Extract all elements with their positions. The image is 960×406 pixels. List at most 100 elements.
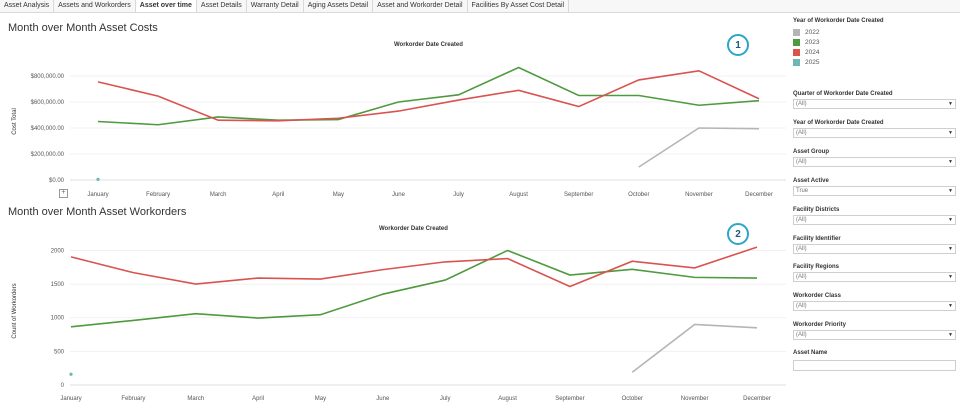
series-line-2023[interactable] (97, 66, 760, 126)
tab-asset-over-time[interactable]: Asset over time (135, 0, 197, 12)
filter-dropdown-facility-regions[interactable]: (All) ▼ (793, 272, 956, 283)
chevron-down-icon: ▼ (948, 332, 953, 339)
x-tick-label: February (121, 396, 145, 402)
y-tick-label: 1500 (51, 282, 65, 288)
filter-dropdown-facility-identifier[interactable]: (All) ▼ (793, 243, 956, 254)
chevron-down-icon: ▼ (948, 101, 953, 107)
x-tick-label: October (628, 192, 649, 198)
y-tick-label: $200,000.00 (31, 152, 65, 158)
series-line-2023[interactable] (70, 249, 758, 328)
tab-assets-and-workorders[interactable]: Assets and Workorders (54, 0, 136, 12)
legend-item-2022[interactable]: 2022 (793, 29, 819, 36)
expand-icon[interactable]: + (59, 189, 68, 198)
legend-label: 2025 (805, 59, 820, 66)
chevron-down-icon: ▼ (948, 245, 953, 252)
filter-value: (All) (796, 274, 807, 281)
x-tick-label: September (555, 396, 584, 402)
legend-swatch (793, 29, 800, 36)
filter-label-facility-identifier: Facility Identifier (793, 235, 841, 242)
filter-value: (All) (796, 216, 807, 223)
dashboard-tab-bar: Asset Analysis Assets and Workorders Asset… (0, 0, 960, 13)
tab-warranty-detail[interactable]: Warranty Detail (247, 0, 304, 12)
filter-label-workorder-class: Workorder Class (793, 293, 841, 300)
x-tick-label: December (745, 192, 773, 198)
workorders-line-chart[interactable]: 0 500 1000 1500 2000 Count of Workorders Janua… (0, 234, 790, 406)
filter-dropdown-year-of-workorder-date-created[interactable]: (All) ▼ (793, 127, 956, 138)
filter-label-facility-districts: Facility Districts (793, 206, 840, 213)
x-tick-label: May (315, 396, 326, 402)
x-tick-label: January (60, 396, 81, 402)
tab-asset-analysis[interactable]: Asset Analysis (0, 0, 55, 12)
x-tick-label: February (146, 192, 170, 198)
series-line-2022[interactable] (638, 127, 760, 168)
y-tick-label: $0.00 (49, 178, 65, 184)
tab-asset-and-workorder-detail[interactable]: Asset and Workorder Detail (373, 0, 468, 12)
chevron-down-icon: ▼ (948, 216, 953, 223)
filter-panel: Year of Workorder Date Created 2022 2023 2… (793, 14, 956, 394)
tab-facilities-by-asset-cost-detail[interactable]: Facilities By Asset Cost Detail (468, 0, 570, 12)
x-tick-label: November (681, 396, 709, 402)
tab-aging-assets-detail[interactable]: Aging Assets Detail (304, 0, 374, 12)
legend-title: Year of Workorder Date Created (793, 18, 884, 24)
y-axis-label: Count of Workorders (12, 283, 18, 338)
y-tick-label: 500 (54, 349, 65, 355)
y-tick-label: $800,000.00 (31, 74, 65, 80)
x-tick-label: August (509, 192, 528, 198)
filter-dropdown-facility-districts[interactable]: (All) ▼ (793, 214, 956, 225)
filter-dropdown-workorder-class[interactable]: (All) ▼ (793, 301, 956, 312)
filter-value: (All) (796, 101, 807, 107)
legend-label: 2022 (805, 29, 820, 36)
series-line-2022[interactable] (631, 323, 758, 373)
legend-item-2023[interactable]: 2023 (793, 39, 819, 46)
x-tick-label: October (622, 396, 643, 402)
filter-value: (All) (796, 158, 807, 165)
data-point-2025-january[interactable] (96, 177, 100, 181)
legend-item-2024[interactable]: 2024 (793, 49, 819, 56)
series-line-2024[interactable] (97, 69, 760, 122)
callout-badge-2: 2 (727, 223, 749, 245)
x-tick-label: March (210, 192, 227, 198)
x-tick-label: January (87, 192, 108, 198)
filter-dropdown-quarter-of-workorder-date-created[interactable]: (All) ▼ (793, 99, 956, 109)
x-tick-label: July (453, 192, 464, 198)
legend-swatch (793, 59, 800, 66)
costs-line-chart[interactable]: $0.00 $200,000.00 $400,000.00 $600,000.00 $8… (0, 50, 790, 200)
x-tick-label: April (252, 396, 264, 402)
workorders-chart-title: Month over Month Asset Workorders (8, 206, 187, 218)
y-tick-label: 2000 (51, 248, 65, 254)
series-line-2024[interactable] (70, 246, 758, 288)
x-tick-label: November (685, 192, 713, 198)
data-point-2025-january[interactable] (69, 372, 73, 376)
chevron-down-icon: ▼ (948, 129, 953, 136)
workorders-chart-subtitle: Workorder Date Created (379, 226, 448, 232)
legend-swatch (793, 39, 800, 46)
filter-dropdown-asset-active[interactable]: True ▼ (793, 185, 956, 196)
x-tick-label: March (187, 396, 204, 402)
x-tick-label: June (376, 396, 390, 402)
costs-chart-title: Month over Month Asset Costs (8, 22, 158, 34)
filter-dropdown-asset-group[interactable]: (All) ▼ (793, 156, 956, 167)
filter-dropdown-workorder-priority[interactable]: (All) ▼ (793, 330, 956, 341)
x-tick-label: August (498, 396, 517, 402)
filter-label-workorder-priority: Workorder Priority (793, 322, 846, 329)
legend-swatch (793, 49, 800, 56)
x-tick-label: September (564, 192, 593, 198)
filter-value: (All) (796, 129, 807, 136)
tab-asset-details[interactable]: Asset Details (197, 0, 247, 12)
legend-label: 2023 (805, 39, 820, 46)
chevron-down-icon: ▼ (948, 187, 953, 194)
filter-value: (All) (796, 332, 807, 339)
y-tick-label: $400,000.00 (31, 126, 65, 132)
asset-name-input[interactable] (793, 360, 956, 371)
legend-item-2025[interactable]: 2025 (793, 59, 819, 66)
asset-name-label: Asset Name (793, 350, 828, 356)
filter-label-facility-regions: Facility Regions (793, 264, 840, 271)
filter-label-asset-active: Asset Active (793, 177, 829, 184)
x-tick-label: April (272, 192, 284, 198)
chevron-down-icon: ▼ (948, 303, 953, 310)
costs-chart-subtitle: Workorder Date Created (394, 42, 463, 48)
x-tick-label: December (743, 396, 771, 402)
filter-label-asset-group: Asset Group (793, 148, 830, 155)
x-tick-label: July (440, 396, 451, 402)
callout-badge-1: 1 (727, 34, 749, 56)
